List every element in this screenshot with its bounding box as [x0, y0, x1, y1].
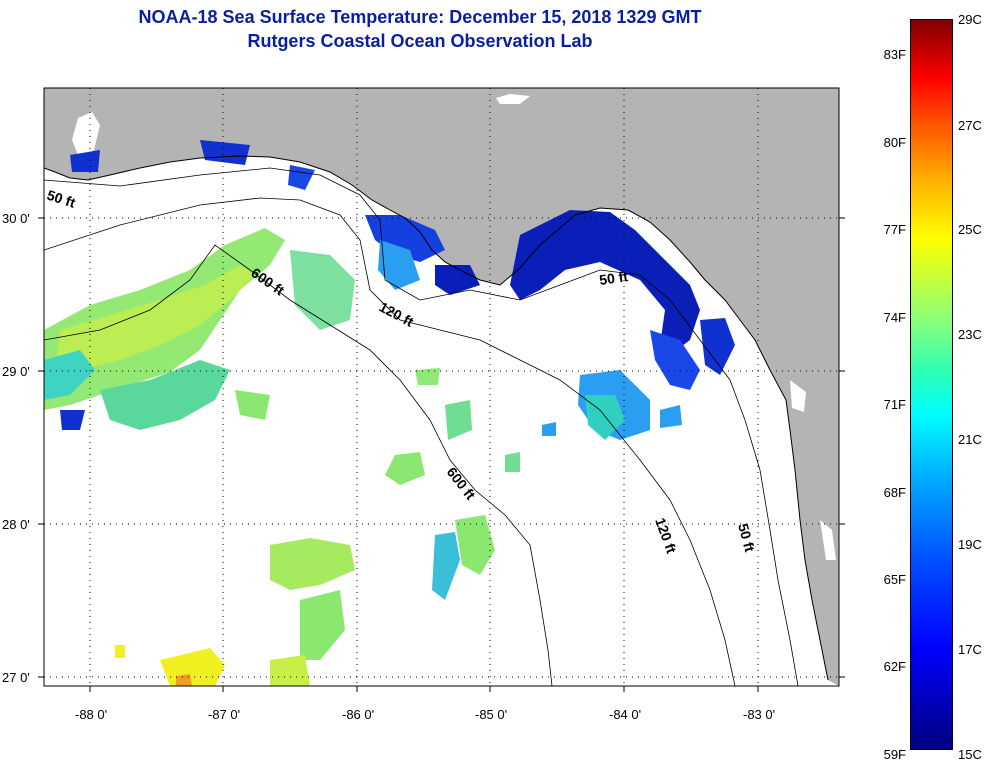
lon-tick-label: -83 0' [743, 707, 775, 722]
colorbar-f-label: 83F [883, 47, 906, 62]
lat-tick-label: 29 0' [2, 364, 30, 379]
sst-patches [44, 140, 735, 686]
coastal-inlet [790, 380, 806, 412]
colorbar-f-label: 62F [883, 659, 906, 674]
land-area [44, 88, 839, 686]
colorbar-f-label: 68F [883, 485, 906, 500]
isobath-120ft [44, 197, 736, 686]
axis-ticks [38, 217, 845, 692]
isobath-600ft [44, 244, 553, 686]
graticule [44, 88, 839, 686]
colorbar-c-label: 17C [958, 642, 982, 657]
colorbar-c-label: 15C [958, 747, 982, 762]
lon-tick-label: -86 0' [342, 707, 374, 722]
map-frame [43, 87, 840, 687]
map-title: NOAA-18 Sea Surface Temperature: Decembe… [138, 7, 702, 27]
lon-tick-label: -87 0' [208, 707, 240, 722]
colorbar-f-label: 74F [883, 310, 906, 325]
map-subtitle: Rutgers Coastal Ocean Observation Lab [247, 31, 593, 51]
colorbar-f-label: 80F [883, 135, 906, 150]
coastal-inlet-south [820, 520, 836, 560]
colorbar-f-label: 59F [883, 747, 906, 762]
contour-label-50ft: 50 ft [598, 268, 629, 288]
colorbar-f-label: 77F [883, 222, 906, 237]
colorbar-f-label: 71F [883, 397, 906, 412]
contour-label-50ft: 50 ft [735, 522, 758, 554]
lake-inlet [496, 94, 530, 104]
lon-tick-label: -84 0' [609, 707, 641, 722]
colorbar-c-label: 23C [958, 327, 982, 342]
colorbar-c-label: 21C [958, 432, 982, 447]
colorbar-f-label: 65F [883, 572, 906, 587]
isobath-50ft [44, 167, 799, 686]
lat-tick-label: 28 0' [2, 517, 30, 532]
colorbar-c-label: 27C [958, 118, 982, 133]
mobile-bay [72, 112, 100, 160]
colorbar-c-label: 25C [958, 222, 982, 237]
lon-tick-label: -88 0' [75, 707, 107, 722]
coastline [44, 155, 829, 681]
lat-tick-label: 27 0' [2, 670, 30, 685]
colorbar-c-label: 29C [958, 12, 982, 27]
lat-tick-label: 30 0' [2, 211, 30, 226]
colorbar-c-label: 19C [958, 537, 982, 552]
lon-tick-label: -85 0' [475, 707, 507, 722]
temperature-colorbar [910, 19, 953, 750]
